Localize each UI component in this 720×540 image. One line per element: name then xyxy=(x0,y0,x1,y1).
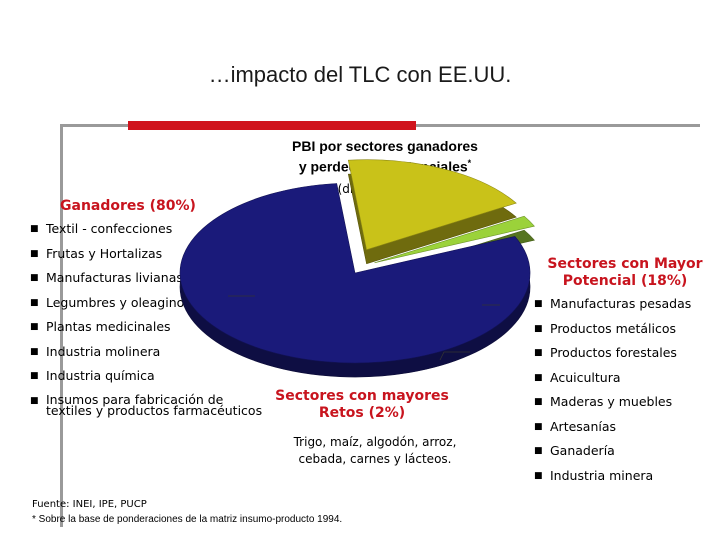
title-accent-bar xyxy=(128,121,416,130)
bullet-icon: ■ xyxy=(30,248,39,259)
bullet-icon: ■ xyxy=(30,346,39,357)
challenges-heading: Sectores con mayores Retos (2%) xyxy=(275,388,449,421)
pie-slice-ganadores xyxy=(179,183,531,364)
footnote-source: Fuente: INEI, IPE, PUCP xyxy=(32,499,147,510)
potential-heading: Sectores con Mayor Potencial (18%) xyxy=(547,256,703,289)
bullet-icon: ■ xyxy=(534,323,543,334)
winners-list: ■ Textil - confecciones ■ Frutas y Hortali… xyxy=(30,222,265,426)
list-item: ■ Manufacturas pesadas xyxy=(534,296,692,311)
list-item: ■ Plantas medicinales xyxy=(30,319,171,334)
bullet-icon: ■ xyxy=(30,395,39,406)
potential-list: ■ Manufacturas pesadas ■ Productos metálic… xyxy=(534,297,719,493)
leader-line-retos xyxy=(439,351,470,361)
challenges-description: Trigo, maíz, algodón, arroz, cebada, car… xyxy=(293,435,457,466)
chart-title-line1: PBI por sectores ganadores xyxy=(292,138,478,154)
list-item: ■ Frutas y Hortalizas xyxy=(30,245,163,261)
list-item: ■ Ganadería xyxy=(534,443,615,458)
bullet-icon: ■ xyxy=(534,397,543,407)
left-rule xyxy=(60,127,63,527)
bullet-icon: ■ xyxy=(534,372,543,383)
pie-slice-retos xyxy=(374,215,535,264)
list-item: ■ Manufacturas livianas xyxy=(30,270,183,285)
list-item: ■ Textil - confecciones xyxy=(30,221,173,236)
bullet-icon: ■ xyxy=(30,273,39,283)
list-item: ■ Industria química xyxy=(30,368,155,383)
bullet-icon: ■ xyxy=(534,348,543,358)
winners-heading: Ganadores (80%) xyxy=(60,198,196,214)
bullet-icon: ■ xyxy=(30,322,39,332)
list-item: ■ Legumbres y oleaginosas xyxy=(30,294,205,310)
chart-title-mark: * xyxy=(467,158,472,168)
list-item: ■ Industria minera xyxy=(534,467,654,483)
pie-slice-potencial xyxy=(347,159,517,251)
list-item: ■ Artesanías xyxy=(534,418,617,434)
bullet-icon: ■ xyxy=(30,371,39,381)
list-item: ■ Productos forestales xyxy=(534,345,677,360)
bullet-icon: ■ xyxy=(534,421,543,432)
list-item: ■ Insumos para fabricación de textiles y … xyxy=(30,391,263,418)
bullet-icon: ■ xyxy=(534,446,543,456)
list-item: ■ Industria molinera xyxy=(30,343,161,359)
list-item: ■ Maderas y muebles xyxy=(534,394,673,409)
bullet-icon: ■ xyxy=(534,470,543,481)
bullet-icon: ■ xyxy=(30,297,39,308)
list-item: ■ Acuicultura xyxy=(534,369,621,385)
bullet-icon: ■ xyxy=(30,224,39,234)
footnote-note: * Sobre la base de ponderaciones de la m… xyxy=(32,514,343,525)
footnote: Fuente: INEI, IPE, PUCP * Sobre la base … xyxy=(32,497,342,527)
list-item: ■ Productos metálicos xyxy=(534,320,677,336)
bullet-icon: ■ xyxy=(534,299,543,309)
slide-title: …impacto del TLC con EE.UU. xyxy=(208,62,512,87)
